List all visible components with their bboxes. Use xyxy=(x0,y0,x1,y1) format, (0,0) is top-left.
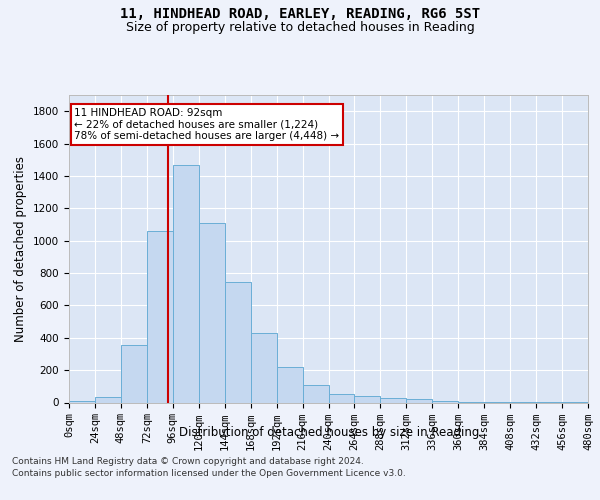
Bar xyxy=(277,367,302,402)
Bar xyxy=(251,333,277,402)
Text: 11, HINDHEAD ROAD, EARLEY, READING, RG6 5ST: 11, HINDHEAD ROAD, EARLEY, READING, RG6 … xyxy=(120,8,480,22)
Bar xyxy=(225,282,251,403)
Text: 11 HINDHEAD ROAD: 92sqm
← 22% of detached houses are smaller (1,224)
78% of semi: 11 HINDHEAD ROAD: 92sqm ← 22% of detache… xyxy=(74,108,340,141)
Bar xyxy=(355,396,380,402)
Y-axis label: Number of detached properties: Number of detached properties xyxy=(14,156,28,342)
Bar xyxy=(329,394,355,402)
Bar xyxy=(302,384,329,402)
Text: Contains HM Land Registry data © Crown copyright and database right 2024.
Contai: Contains HM Land Registry data © Crown c… xyxy=(12,458,406,478)
Text: Distribution of detached houses by size in Reading: Distribution of detached houses by size … xyxy=(179,426,479,439)
Bar xyxy=(173,164,199,402)
Bar xyxy=(406,400,432,402)
Bar xyxy=(69,401,95,402)
Bar xyxy=(121,345,147,403)
Bar xyxy=(95,397,121,402)
Bar xyxy=(432,401,458,402)
Bar xyxy=(380,398,406,402)
Bar xyxy=(199,223,224,402)
Text: Size of property relative to detached houses in Reading: Size of property relative to detached ho… xyxy=(125,21,475,34)
Bar xyxy=(147,231,173,402)
